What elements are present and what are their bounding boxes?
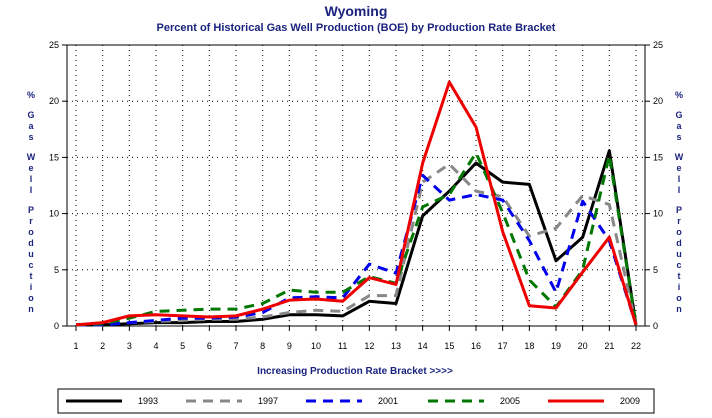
x-axis-label: Increasing Production Rate Bracket >>>> xyxy=(257,366,453,377)
y-axis-label-char: r xyxy=(29,216,33,226)
y-axis-label-char: a xyxy=(28,121,34,131)
y-tick-label-left: 5 xyxy=(54,265,59,275)
y-tick-label-right: 20 xyxy=(653,96,663,106)
x-tick-label: 13 xyxy=(391,341,401,351)
y-axis-label-char: o xyxy=(28,293,34,303)
legend-label-2009: 2009 xyxy=(620,396,640,406)
chart-title: Wyoming xyxy=(325,3,388,19)
x-tick-label: 14 xyxy=(418,341,428,351)
grid xyxy=(67,44,645,327)
y-axis-label-char: c xyxy=(28,260,33,270)
y-tick-label-left: 15 xyxy=(49,152,59,162)
x-tick-label: 8 xyxy=(260,341,265,351)
legend-label-1997: 1997 xyxy=(258,396,278,406)
y-axis-label-char: l xyxy=(30,185,33,195)
y-axis-label-char: u xyxy=(676,249,682,259)
x-tick-label: 21 xyxy=(604,341,614,351)
y-axis-label-char: % xyxy=(675,90,683,100)
x-tick-label: 11 xyxy=(338,341,347,351)
y-axis-label-char: e xyxy=(28,163,33,173)
y-axis-label-char: G xyxy=(675,110,682,120)
y-axis-label-char: s xyxy=(28,132,33,142)
y-tick-label-right: 25 xyxy=(653,40,663,50)
plot-area xyxy=(66,44,646,327)
y-axis-label-char: d xyxy=(28,238,34,248)
y-axis-label-char: r xyxy=(677,216,681,226)
series-line-2009 xyxy=(75,80,638,327)
y-tick-label-left: 25 xyxy=(49,40,59,50)
x-tick-label: 17 xyxy=(498,341,508,351)
y-tick-label-left: 10 xyxy=(49,209,59,219)
legend-label-2001: 2001 xyxy=(378,396,398,406)
x-tick-label: 6 xyxy=(207,341,212,351)
x-tick-label: 3 xyxy=(127,341,132,351)
y-axis-label-char: G xyxy=(27,110,34,120)
y-axis-label-char: t xyxy=(30,271,33,281)
y-axis-label-char: i xyxy=(678,282,681,292)
x-tick-label: 1 xyxy=(73,341,78,351)
x-tick-label: 20 xyxy=(578,341,588,351)
x-tick-label: 10 xyxy=(311,341,321,351)
x-tick-label: 7 xyxy=(233,341,238,351)
y-axis-label-char: W xyxy=(675,152,684,162)
series-line-1997 xyxy=(76,162,638,327)
series-line-2001 xyxy=(76,173,638,327)
legend-label-1993: 1993 xyxy=(138,396,158,406)
y-axis-label-char: c xyxy=(676,260,681,270)
series-layer xyxy=(75,80,638,327)
x-tick-label: 19 xyxy=(551,341,561,351)
y-axis-label-char: n xyxy=(676,304,682,314)
series-line-2005 xyxy=(75,151,638,327)
x-tick-label: 16 xyxy=(471,341,481,351)
x-tick-label: 15 xyxy=(444,341,454,351)
y-axis-label-char: e xyxy=(676,163,681,173)
x-tick-label: 9 xyxy=(287,341,292,351)
y-axis-label-char: d xyxy=(676,238,682,248)
y-axis-label-char: a xyxy=(676,121,682,131)
y-axis-label-char: l xyxy=(678,174,681,184)
y-axis-label-char: P xyxy=(28,205,34,215)
y-tick-label-right: 5 xyxy=(653,265,658,275)
legend-box xyxy=(57,388,655,414)
x-tick-label: 2 xyxy=(100,341,105,351)
y-axis-label-char: o xyxy=(676,293,682,303)
y-axis-label-char: l xyxy=(30,174,33,184)
legend: 1993 1997 2001 2005 2009 xyxy=(66,396,640,406)
y-axis-label-char: s xyxy=(676,132,681,142)
y-axis-label-char: o xyxy=(676,227,682,237)
y-axis-label-char: l xyxy=(678,185,681,195)
y-axis-label-char: P xyxy=(676,205,682,215)
x-tick-label: 22 xyxy=(631,341,641,351)
y-tick-label-right: 10 xyxy=(653,209,663,219)
series-line-1993 xyxy=(76,149,638,327)
x-tick-label: 5 xyxy=(180,341,185,351)
y-tick-label-left: 20 xyxy=(49,96,59,106)
y-axis-label-char: o xyxy=(28,227,34,237)
y-axis-label-char: i xyxy=(30,282,33,292)
axis-ticks: 1 2 3 4 5 6 7 8 9 10 11 12 13 14 15 16 17 18 19 20 21 220 05 51… xyxy=(49,40,663,351)
legend-label-2005: 2005 xyxy=(500,396,520,406)
x-tick-label: 12 xyxy=(364,341,374,351)
y-tick-label-right: 0 xyxy=(653,321,658,331)
x-tick-label: 4 xyxy=(153,341,158,351)
y-axis-label-char: n xyxy=(28,304,34,314)
y-axis-label-char: t xyxy=(678,271,681,281)
chart-subtitle: Percent of Historical Gas Well Productio… xyxy=(157,22,556,34)
y-tick-label-right: 15 xyxy=(653,152,663,162)
y-tick-label-left: 0 xyxy=(54,321,59,331)
y-axis-label-char: % xyxy=(27,90,35,100)
y-axis-label-char: u xyxy=(28,249,34,259)
x-tick-label: 18 xyxy=(524,341,534,351)
y-axis-label-char: W xyxy=(27,152,36,162)
